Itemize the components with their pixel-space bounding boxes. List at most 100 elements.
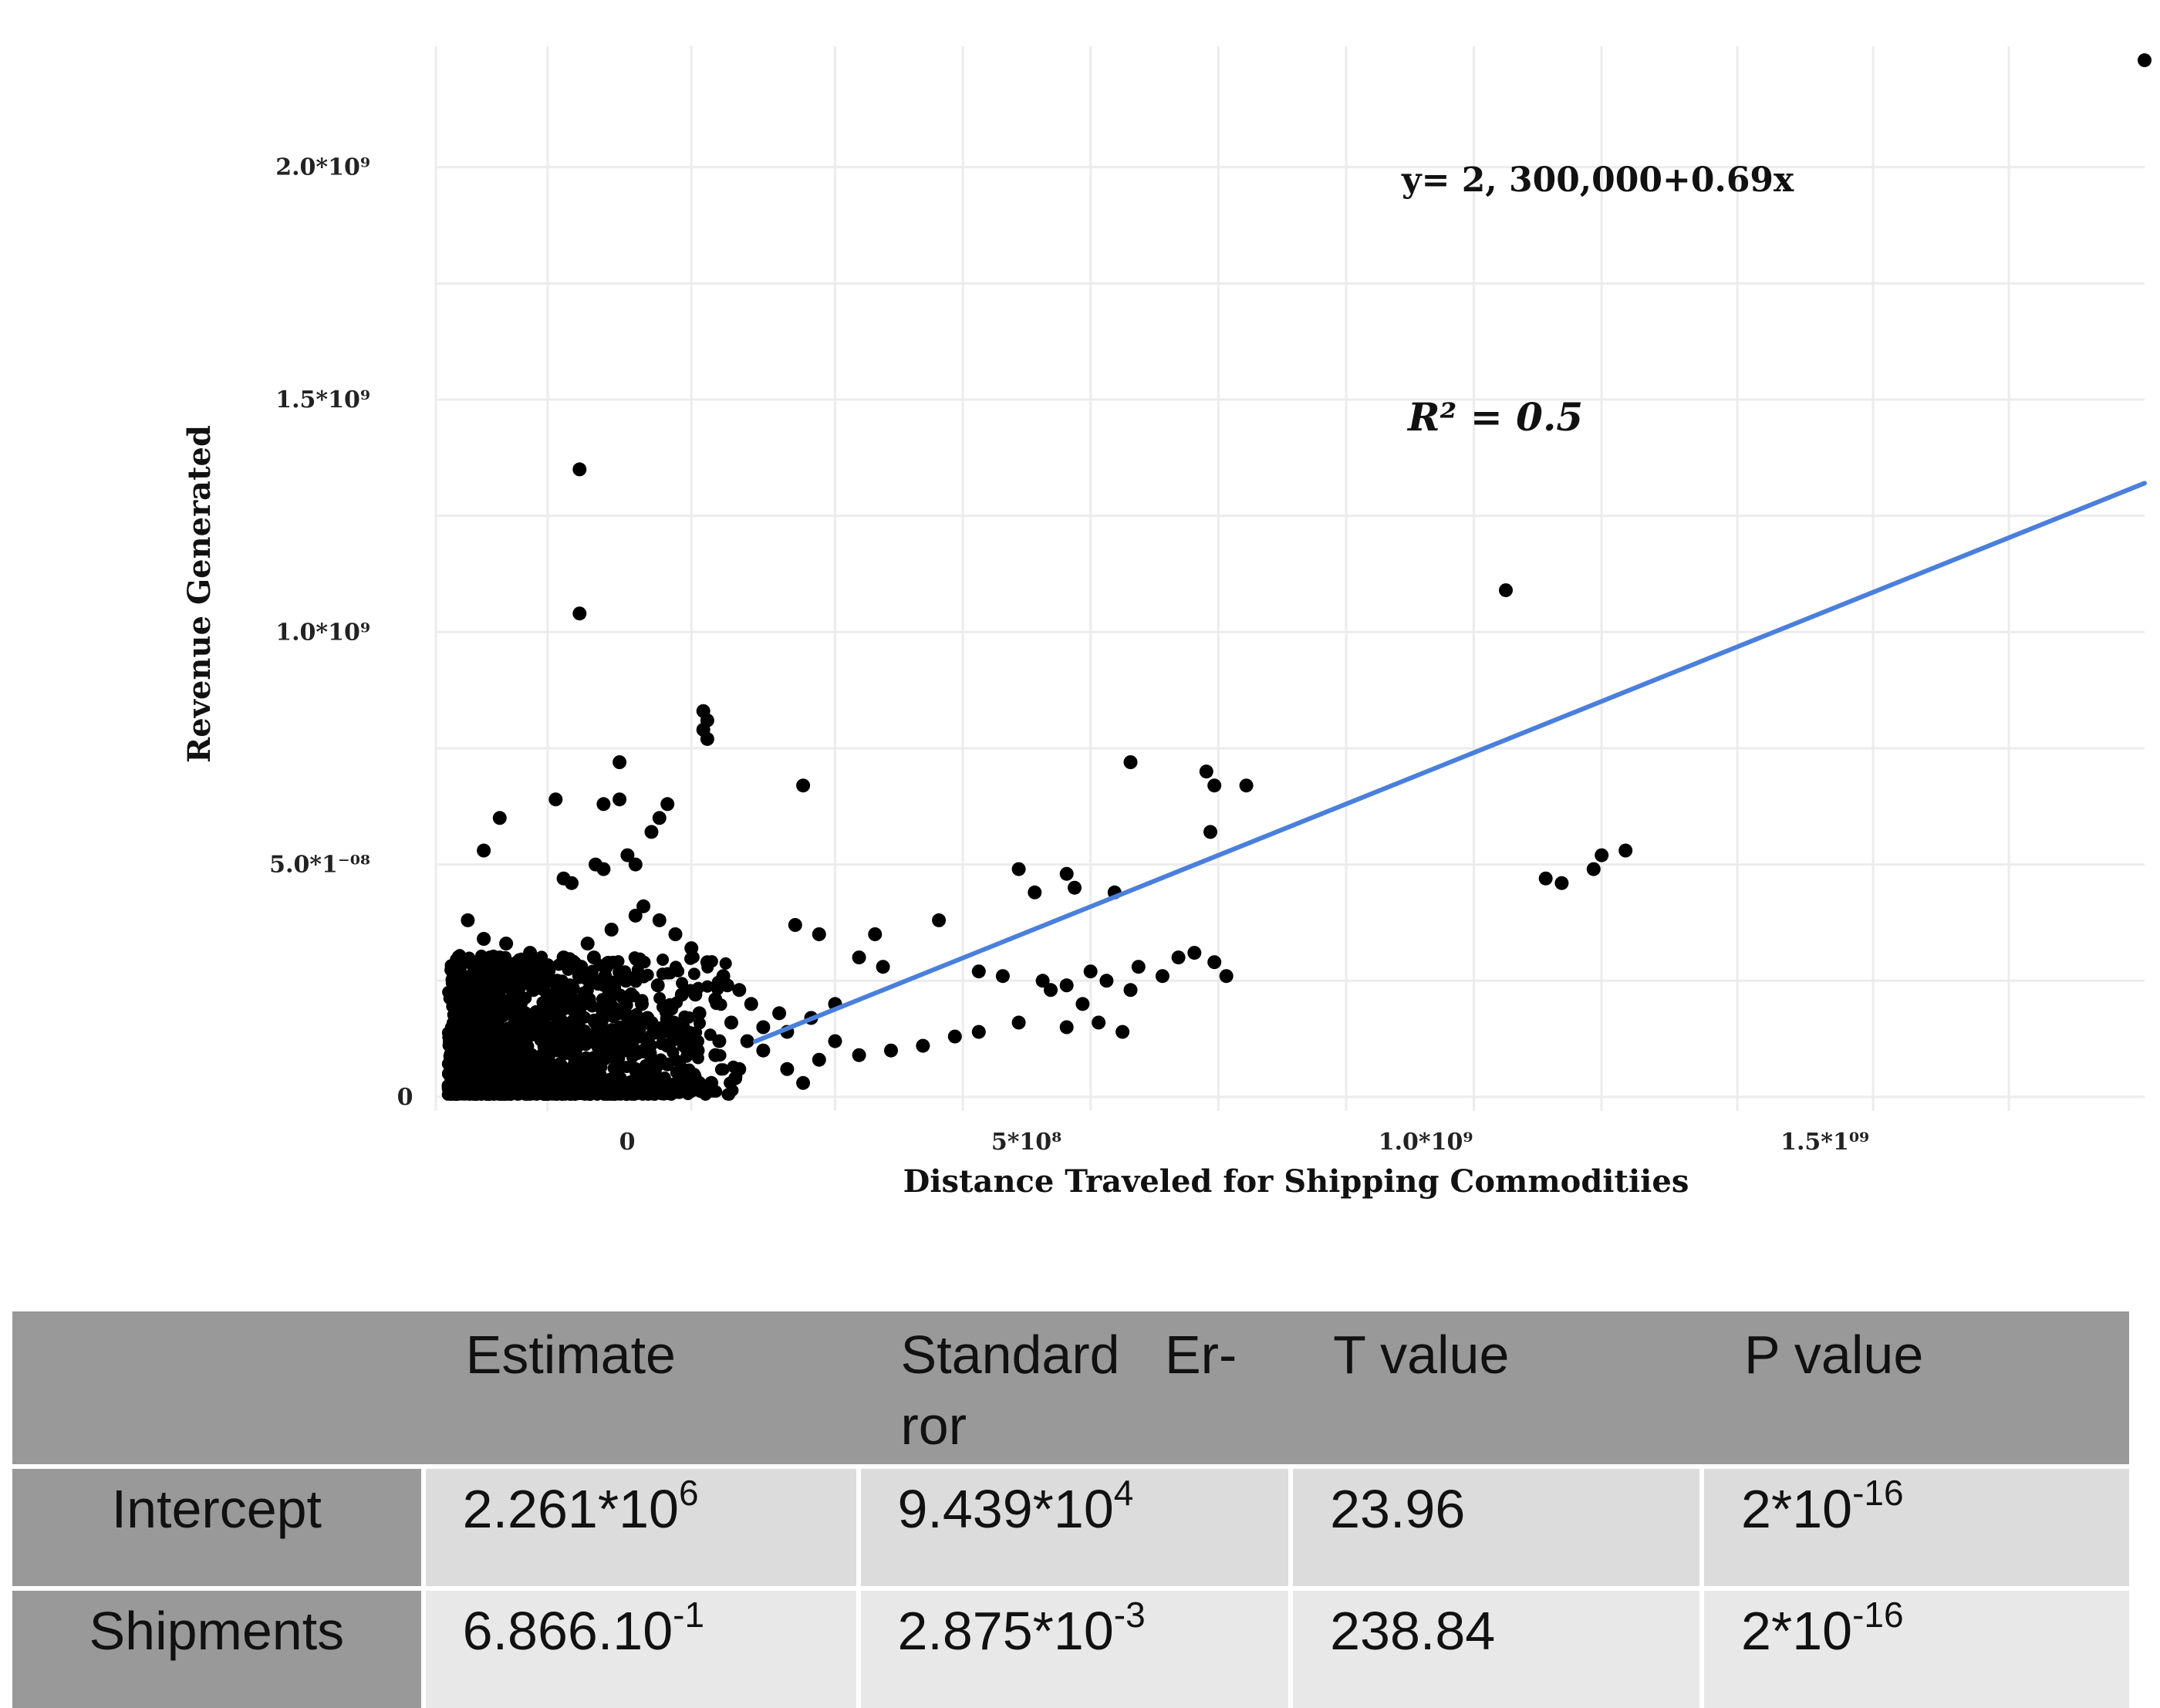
data-point — [727, 1060, 740, 1073]
data-point — [684, 984, 697, 997]
data-point — [756, 1043, 771, 1058]
header-t-value: T value — [1288, 1311, 1700, 1464]
data-point — [441, 1068, 454, 1081]
data-point — [567, 1019, 580, 1032]
data-point — [1171, 950, 1186, 965]
data-point — [656, 967, 669, 981]
data-point — [626, 1041, 640, 1055]
data-point — [668, 927, 683, 941]
r-squared-label: R² = 0.5 — [1406, 394, 1583, 440]
data-point — [605, 998, 618, 1011]
data-point — [692, 1035, 704, 1048]
x-tick-label: 1.0*10⁹ — [1379, 1129, 1473, 1156]
data-point — [1155, 969, 1169, 984]
data-point — [495, 1085, 508, 1099]
data-point — [595, 1061, 608, 1074]
data-point — [496, 981, 509, 994]
data-point — [625, 987, 638, 1000]
data-point — [1239, 778, 1254, 793]
data-point — [589, 1075, 602, 1089]
data-point — [571, 1072, 584, 1085]
data-point — [515, 979, 528, 992]
data-point — [639, 1085, 652, 1099]
data-point — [1075, 997, 1090, 1011]
data-point — [916, 1038, 930, 1053]
data-point — [504, 1074, 517, 1087]
data-point — [618, 1008, 631, 1021]
data-point — [450, 953, 463, 966]
data-point — [572, 462, 587, 477]
data-point — [471, 989, 484, 1002]
data-point — [561, 988, 574, 1001]
data-point — [604, 1030, 617, 1043]
data-point — [644, 1047, 657, 1060]
data-point — [704, 1028, 717, 1041]
regression-line — [753, 481, 2147, 1044]
header-standard-error: Standard Er-ror — [856, 1311, 1289, 1464]
data-point — [796, 1075, 811, 1090]
data-point — [575, 960, 588, 973]
data-point — [539, 1028, 552, 1041]
data-point — [712, 1034, 727, 1048]
data-point — [676, 977, 689, 990]
cell-estimate: 6.866.10-1 — [420, 1586, 856, 1708]
data-point — [1011, 862, 1026, 876]
data-point — [577, 1088, 590, 1101]
data-point — [828, 1034, 842, 1048]
data-point — [484, 984, 498, 997]
data-point — [1207, 778, 1222, 793]
data-point — [1538, 871, 1553, 886]
data-point — [535, 1062, 548, 1075]
data-point — [637, 955, 650, 968]
data-point — [487, 1001, 500, 1014]
grid-lines — [434, 46, 2145, 1111]
y-tick-label: 5.0*1⁻⁰⁸ — [269, 852, 370, 879]
data-point — [649, 1064, 662, 1077]
data-point — [1219, 969, 1234, 984]
data-point — [477, 932, 491, 946]
data-point — [548, 792, 563, 807]
data-point — [536, 1051, 549, 1064]
data-point — [633, 1023, 646, 1036]
data-point — [692, 1006, 707, 1021]
data-point — [1123, 755, 1138, 769]
data-point — [658, 1025, 671, 1038]
data-point — [596, 862, 611, 876]
data-point — [461, 1068, 474, 1082]
data-point — [788, 918, 802, 932]
data-point — [628, 951, 641, 964]
data-point — [1068, 880, 1082, 895]
data-point — [613, 755, 627, 769]
data-point — [580, 973, 592, 986]
data-point — [1554, 876, 1569, 890]
data-point — [604, 923, 619, 937]
data-point — [595, 1022, 608, 1035]
data-point — [481, 1085, 494, 1099]
data-point — [1044, 983, 1058, 997]
data-point — [546, 1064, 559, 1077]
data-point — [585, 1055, 598, 1068]
data-point — [701, 980, 714, 993]
data-point — [610, 1065, 623, 1078]
data-point — [497, 1010, 510, 1023]
data-point — [740, 1034, 754, 1048]
data-point — [1499, 583, 1513, 598]
x-tick-label: 5*10⁸ — [991, 1129, 1061, 1156]
data-point — [628, 908, 643, 923]
header-cell-empty — [12, 1311, 421, 1464]
data-point — [565, 876, 579, 890]
data-point — [656, 1001, 669, 1014]
data-point — [1618, 843, 1633, 858]
data-point — [517, 1067, 530, 1080]
data-point — [2138, 53, 2152, 68]
data-point — [711, 976, 724, 988]
data-point — [660, 797, 675, 812]
y-tick-label: 0 — [397, 1084, 413, 1111]
x-tick-label: 0 — [619, 1129, 636, 1156]
data-point — [506, 1027, 519, 1040]
data-point — [596, 993, 609, 1006]
data-point — [441, 1058, 454, 1071]
data-point — [457, 984, 471, 997]
data-point — [876, 960, 890, 974]
axis-ticks: 0 5.0*1⁻⁰⁸ 1.0*10⁹ 1.5*10⁹ 2.0*10⁹ 0 5*10⁸ 1.0*… — [269, 154, 1869, 1156]
